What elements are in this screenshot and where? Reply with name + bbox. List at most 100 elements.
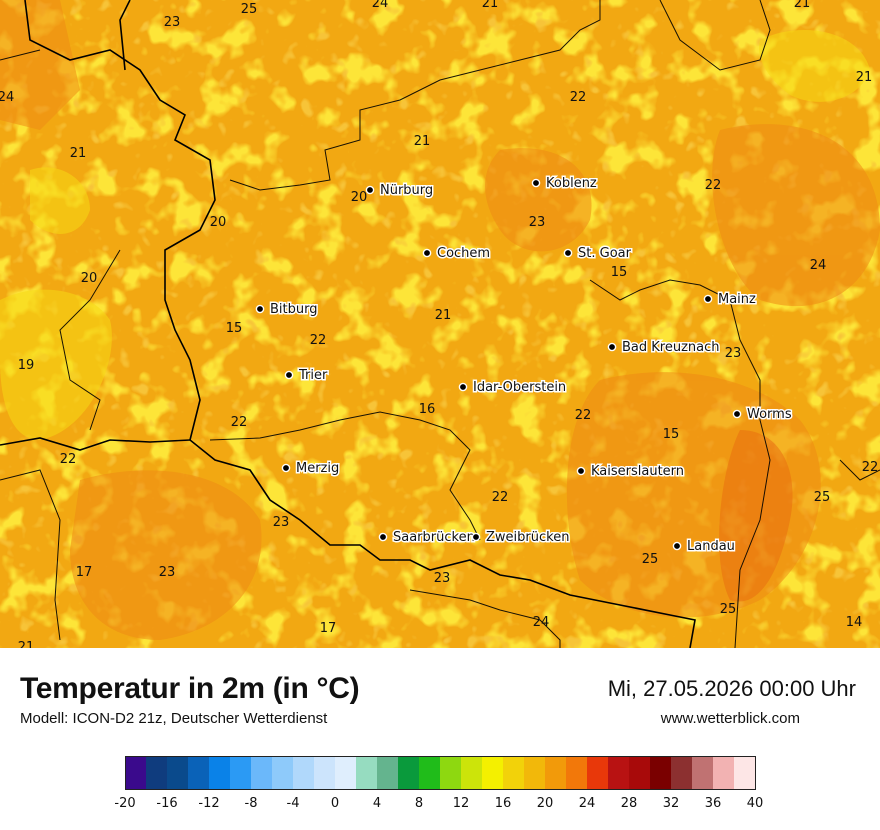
temperature-value: 21 [18,640,35,648]
city-marker-cochem [422,248,432,258]
city-markers: Nürburg Koblenz Cochem St. Goar Mainz Bitburg… [255,175,793,556]
temperature-value: 15 [226,321,243,336]
temperature-value: 21 [794,0,811,11]
temperature-value: 21 [482,0,499,11]
color-scale: -20 -16 -12 -8 -4 0 4 8 12 16 20 24 28 32 36 40 [114,756,764,811]
scale-swatch [650,756,672,789]
city-label-koblenz: Koblenz [546,176,597,191]
city-marker-landau [672,541,682,551]
scale-tick-label: 36 [705,796,722,811]
scale-swatch [461,756,483,789]
temperature-value: 22 [705,178,722,193]
scale-tick-label: -8 [245,796,258,811]
temperature-value: 23 [725,346,742,361]
temperature-value: 20 [81,271,98,286]
scale-swatch [230,756,252,789]
temperature-value: 21 [435,308,452,323]
scale-tick-label: -12 [198,796,219,811]
city-label-idar-oberstein: Idar-Oberstein [473,380,566,395]
scale-tick-label: 24 [579,796,596,811]
scale-swatch [314,756,336,789]
temperature-value: 23 [273,515,290,530]
scale-swatch [734,756,756,789]
city-label-n-rburg: Nürburg [380,183,433,198]
temperature-value: 23 [434,571,451,586]
temperature-value: 19 [18,358,35,373]
website-link[interactable]: www.wetterblick.com [660,710,800,727]
temperature-value: 22 [575,408,592,423]
temperature-value: 20 [210,215,227,230]
scale-swatch [335,756,357,789]
temperature-value: 25 [720,602,737,617]
scale-swatch [671,756,693,789]
scale-swatch [356,756,378,789]
temperature-value: 22 [570,90,587,105]
scale-swatch [125,756,147,789]
temperature-value: 21 [70,146,87,161]
city-label-mainz: Mainz [718,292,756,307]
scale-tick-label: -16 [156,796,177,811]
temperature-value: 17 [320,621,337,636]
city-label-bad-kreuznach: Bad Kreuznach [622,340,720,355]
city-marker-zweibr-cken [471,532,481,542]
temperature-value: 21 [414,134,431,149]
scale-swatch [419,756,441,789]
scale-tick-label: 28 [621,796,638,811]
scale-swatch [503,756,525,789]
temperature-value: 22 [60,452,77,467]
forecast-date: Mi, 27.05.2026 00:00 Uhr [607,676,856,701]
scale-swatch [566,756,588,789]
scale-tick-label: 20 [537,796,554,811]
scale-tick-label: -20 [114,796,135,811]
city-label-landau: Landau [687,539,735,554]
city-label-saarbr-cken: Saarbrücken [393,530,475,545]
scale-swatch [209,756,231,789]
temperature-value: 20 [351,190,368,205]
temperature-value: 24 [810,258,827,273]
scale-swatch [482,756,504,789]
scale-swatch [545,756,567,789]
temperature-value: 23 [159,565,176,580]
temperature-value: 16 [419,402,436,417]
city-marker-mainz [703,294,713,304]
legend-footer: Temperatur in 2m (in °C) Modell: ICON-D2… [0,648,880,830]
city-marker-bitburg [255,304,265,314]
scale-tick-label: 16 [495,796,512,811]
city-marker-idar-oberstein [458,382,468,392]
temperature-value: 14 [846,615,863,630]
city-marker-st-goar [563,248,573,258]
scale-border [125,756,756,790]
scale-swatch [608,756,630,789]
temperature-map: 23 25 24 21 21 21 24 22 21 21 22 20 20 23 24 20 15 15 22 21… [0,0,880,648]
state-borders [0,0,880,648]
city-marker-koblenz [531,178,541,188]
scale-swatch [692,756,714,789]
scale-tick-label: 32 [663,796,680,811]
scale-swatch [587,756,609,789]
city-marker-n-rburg [365,185,375,195]
scale-swatch [167,756,189,789]
scale-tick-label: 0 [331,796,339,811]
temperature-value: 22 [231,415,248,430]
scale-swatch [293,756,315,789]
scale-tick-label: 8 [415,796,423,811]
city-marker-kaiserslautern [576,466,586,476]
city-marker-saarbr-cken [378,532,388,542]
temperature-values: 23 25 24 21 21 21 24 22 21 21 22 20 20 23 24 20 15 15 22 21… [0,0,878,648]
city-marker-trier [284,370,294,380]
temperature-value: 25 [642,552,659,567]
city-label-trier: Trier [298,368,328,383]
city-label-st-goar: St. Goar [578,246,632,261]
city-label-bitburg: Bitburg [270,302,318,317]
temperature-value: 17 [76,565,93,580]
scale-swatch [524,756,546,789]
scale-swatch [713,756,735,789]
model-info: Modell: ICON-D2 21z, Deutscher Wetterdie… [20,710,328,727]
city-marker-bad-kreuznach [607,342,617,352]
scale-swatch [398,756,420,789]
scale-tick-label: 40 [747,796,764,811]
scale-swatch [146,756,168,789]
temperature-value: 22 [310,333,327,348]
city-label-merzig: Merzig [296,461,339,476]
scale-tick-label: 4 [373,796,381,811]
